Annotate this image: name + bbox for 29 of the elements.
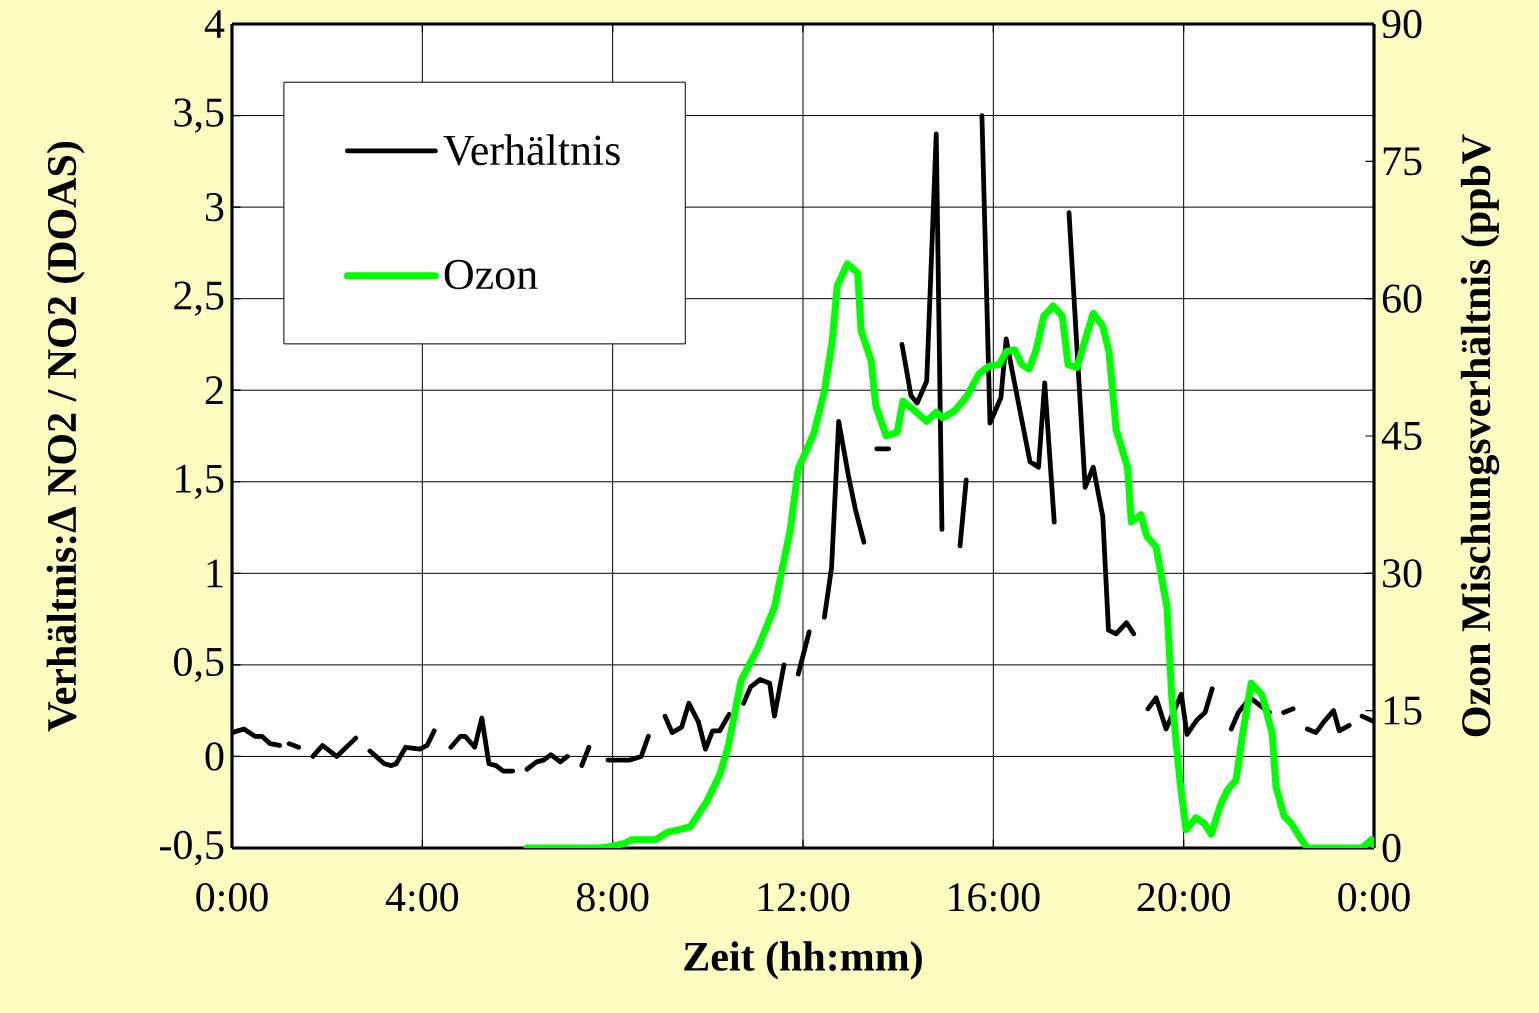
x-tick-label: 16:00 bbox=[949, 883, 1040, 912]
legend-label: Verhältnis bbox=[443, 134, 620, 166]
y2-tick-label: 60 bbox=[1382, 284, 1422, 313]
y-axis-title: Verhältnis:Δ NO2 / NO2 (DOAS) bbox=[46, 141, 85, 732]
y-tick-label: 2 bbox=[205, 376, 223, 405]
y2-tick-label: 30 bbox=[1383, 559, 1422, 588]
y2-tick-label: 45 bbox=[1381, 421, 1422, 451]
y-tick-label: 4 bbox=[204, 10, 225, 38]
y-tick-label: 2,5 bbox=[174, 281, 224, 316]
x-tick-label: 8:00 bbox=[576, 883, 649, 912]
x-tick-label: 20:00 bbox=[1137, 883, 1230, 912]
y2-tick-label: 90 bbox=[1382, 9, 1422, 39]
y-tick-label: 3 bbox=[205, 192, 224, 222]
y-tick-label: 1 bbox=[207, 559, 223, 588]
x-tick-label: 12:00 bbox=[758, 883, 850, 912]
y2-tick-label: 15 bbox=[1384, 696, 1422, 725]
y-tick-label: 3,5 bbox=[174, 98, 224, 133]
y-tick-label: 1,5 bbox=[176, 464, 224, 499]
y-tick-label: 0,5 bbox=[174, 647, 224, 683]
y-tick-label: 0 bbox=[205, 742, 224, 771]
y2-axis-title: Ozon Mischungsverhältnis (ppbV bbox=[1460, 134, 1500, 737]
x-tick-label: 0:00 bbox=[196, 883, 268, 912]
x-axis-title: Zeit (hh:mm) bbox=[684, 941, 922, 980]
x-tick-label: 4:00 bbox=[385, 883, 459, 912]
x-tick-label: 0:00 bbox=[1338, 883, 1410, 912]
legend-label: Ozon bbox=[444, 259, 538, 290]
y2-tick-label: 0 bbox=[1382, 833, 1401, 863]
y-tick-label: -0,5 bbox=[160, 830, 224, 866]
y2-tick-label: 75 bbox=[1383, 147, 1422, 176]
